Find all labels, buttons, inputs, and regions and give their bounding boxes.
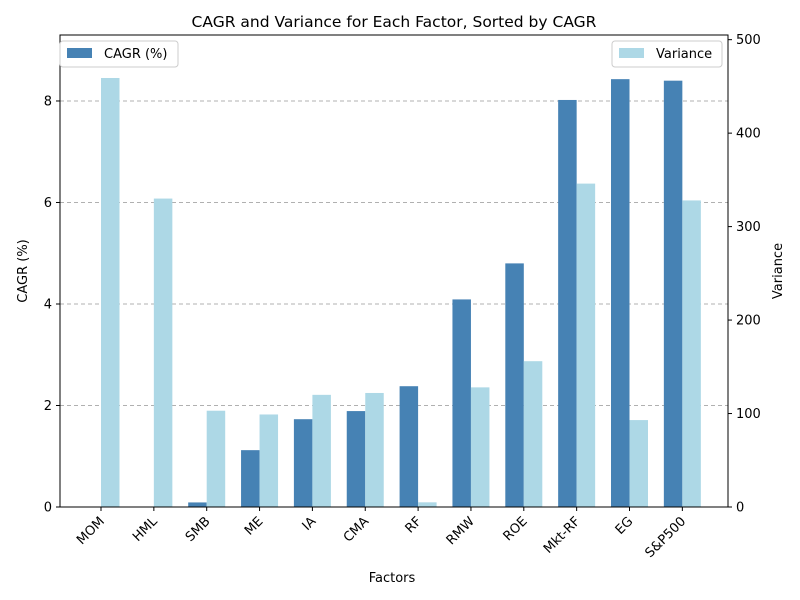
left-tick-label-2: 4: [44, 297, 52, 312]
bar-variance-5: [365, 392, 384, 507]
bar-variance-2: [206, 410, 226, 507]
chart-title: CAGR and Variance for Each Factor, Sorte…: [192, 13, 597, 31]
legend-variance-frame: [611, 40, 723, 68]
bar-cagr-5: [346, 411, 366, 507]
bar-variance-0: [101, 77, 120, 508]
bar-variance-4: [312, 394, 331, 507]
bar-cagr-11: [663, 80, 683, 507]
legend-cagr-label: CAGR (%): [104, 47, 167, 62]
bar-cagr-3: [241, 450, 260, 507]
left-tick-label-0: 0: [44, 501, 52, 516]
bar-cagr-7: [452, 299, 471, 507]
left-tick-label-1: 2: [44, 399, 52, 414]
right-tick-label-3: 300: [736, 220, 761, 235]
left-tick-label-3: 6: [44, 196, 52, 211]
bar-cagr-8: [505, 263, 524, 507]
right-tick-label-4: 400: [736, 127, 761, 142]
bars: [101, 77, 701, 508]
bar-variance-1: [153, 198, 173, 507]
bar-variance-6: [418, 502, 437, 507]
y-axis-label-right: Variance: [771, 243, 786, 299]
bar-cagr-2: [188, 502, 207, 507]
bar-variance-8: [523, 361, 543, 507]
left-axis: 0 2 4 6 8: [44, 94, 60, 516]
right-tick-label-2: 200: [736, 314, 761, 329]
bar-cagr-6: [399, 386, 419, 507]
bar-variance-10: [629, 420, 648, 507]
left-tick-label-4: 8: [44, 94, 52, 109]
bar-variance-3: [259, 414, 279, 507]
legend-cagr-frame: [59, 40, 179, 68]
plot-frame: [59, 34, 729, 508]
bar-cagr-10: [611, 79, 630, 507]
y-axis-label-left: CAGR (%): [16, 239, 31, 302]
x-axis-label: Factors: [369, 571, 416, 586]
legend-cagr: CAGR (%): [59, 40, 179, 68]
bar-variance-7: [470, 387, 490, 507]
right-tick-label-0: 0: [736, 501, 744, 516]
bar-cagr-9: [558, 99, 577, 507]
bar-variance-11: [682, 200, 701, 508]
right-axis: 0 100 200 300 400 500: [728, 33, 761, 516]
legend-variance: Variance: [611, 40, 723, 68]
legend-cagr-swatch: [67, 48, 92, 58]
bar-cagr-4: [293, 419, 313, 507]
legend-variance-label: Variance: [656, 47, 712, 62]
legend-variance-swatch: [619, 48, 644, 58]
right-tick-label-5: 500: [736, 33, 761, 48]
bar-variance-9: [576, 183, 596, 507]
right-tick-label-1: 100: [736, 407, 761, 422]
